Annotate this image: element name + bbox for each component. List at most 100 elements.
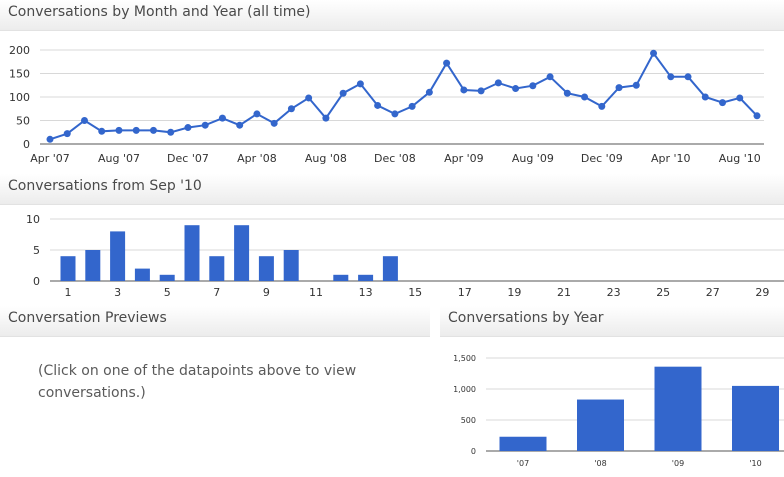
x-tick-label: Apr '08 xyxy=(237,152,277,165)
yearly-bar-chart[interactable]: 0 500 1,000 1,500 '07 '08 '09 '10 xyxy=(440,306,784,477)
bar[interactable] xyxy=(85,250,101,281)
yearly-panel-header xyxy=(440,306,784,337)
bar[interactable] xyxy=(134,268,150,281)
data-point[interactable] xyxy=(719,99,727,107)
data-point[interactable] xyxy=(684,73,692,81)
data-point[interactable] xyxy=(270,119,278,127)
x-tick-label: Dec '09 xyxy=(581,152,623,165)
x-tick-label: 25 xyxy=(656,286,670,299)
data-point[interactable] xyxy=(218,114,226,122)
data-point[interactable] xyxy=(236,121,244,129)
data-point[interactable] xyxy=(701,93,709,101)
data-point[interactable] xyxy=(563,89,571,97)
data-point[interactable] xyxy=(184,124,192,132)
bar[interactable] xyxy=(358,274,374,281)
data-point[interactable] xyxy=(512,85,520,93)
x-tick-label: 21 xyxy=(557,286,571,299)
y-tick-label: 10 xyxy=(26,213,40,226)
y-tick-label: 0 xyxy=(471,447,476,456)
data-point[interactable] xyxy=(443,59,451,67)
daily-panel: Conversations from Sep '10 0 5 10 1 3 5 7 9 11 13… xyxy=(0,174,784,304)
data-point[interactable] xyxy=(753,112,761,120)
previews-panel-header xyxy=(0,306,430,337)
data-point[interactable] xyxy=(167,128,175,136)
y-tick-label: 100 xyxy=(9,91,30,104)
data-point[interactable] xyxy=(201,121,209,129)
x-tick-label: '08 xyxy=(594,459,606,468)
bar[interactable] xyxy=(258,256,274,281)
data-point[interactable] xyxy=(374,101,382,109)
x-tick-label: 11 xyxy=(309,286,323,299)
data-point[interactable] xyxy=(339,89,347,97)
x-tick-label: '10 xyxy=(749,459,761,468)
x-tick-label: 13 xyxy=(359,286,373,299)
x-tick-label: Dec '08 xyxy=(374,152,416,165)
bar[interactable] xyxy=(732,385,779,451)
bar[interactable] xyxy=(499,436,547,451)
data-point[interactable] xyxy=(650,49,658,57)
data-point[interactable] xyxy=(63,130,71,138)
data-point[interactable] xyxy=(132,126,140,134)
data-point[interactable] xyxy=(477,87,485,95)
bar[interactable] xyxy=(654,366,702,451)
data-point[interactable] xyxy=(632,81,640,89)
data-point[interactable] xyxy=(287,105,295,113)
data-point[interactable] xyxy=(615,84,623,92)
y-tick-label: 1,500 xyxy=(453,354,476,363)
previews-panel: Conversation Previews xyxy=(0,306,430,477)
data-point[interactable] xyxy=(115,126,123,134)
x-tick-label: 1 xyxy=(65,286,72,299)
data-point[interactable] xyxy=(460,86,468,94)
x-tick-label: 5 xyxy=(164,286,171,299)
bar[interactable] xyxy=(209,256,225,281)
yearly-chart-title: Conversations by Year xyxy=(448,310,604,326)
data-point[interactable] xyxy=(391,110,399,118)
data-point[interactable] xyxy=(46,135,54,143)
data-point[interactable] xyxy=(736,94,744,102)
x-tick-label: Aug '10 xyxy=(719,152,761,165)
x-tick-label: 15 xyxy=(408,286,422,299)
data-point[interactable] xyxy=(598,102,606,110)
bar[interactable] xyxy=(110,231,126,281)
previews-title: Conversation Previews xyxy=(8,310,167,326)
monthly-line-chart[interactable]: 0 50 100 150 200 Apr '07 Aug '07 Dec '07 Apr '08… xyxy=(0,0,784,172)
data-point[interactable] xyxy=(356,80,364,88)
data-point[interactable] xyxy=(494,79,502,87)
y-tick-label: 1,000 xyxy=(453,385,476,394)
data-point[interactable] xyxy=(425,88,433,96)
bar[interactable] xyxy=(159,274,175,281)
yearly-panel: Conversations by Year 0 500 1,000 1,500 '07 '… xyxy=(440,306,784,477)
series-line xyxy=(49,51,758,141)
data-point[interactable] xyxy=(667,73,675,81)
bar[interactable] xyxy=(577,399,624,451)
x-tick-label: '09 xyxy=(672,459,684,468)
data-point[interactable] xyxy=(322,114,330,122)
data-point[interactable] xyxy=(305,94,313,102)
x-tick-label: 3 xyxy=(114,286,121,299)
previews-hint: (Click on one of the datapoints above to… xyxy=(38,363,357,401)
bar[interactable] xyxy=(382,256,398,281)
monthly-chart-title: Conversations by Month and Year (all tim… xyxy=(8,4,311,20)
data-point[interactable] xyxy=(546,73,554,81)
bar[interactable] xyxy=(60,256,76,281)
x-tick-label: 7 xyxy=(213,286,220,299)
data-point[interactable] xyxy=(253,110,261,118)
bar[interactable] xyxy=(234,225,250,281)
monthly-panel-header xyxy=(0,0,784,31)
x-tick-label: Apr '07 xyxy=(30,152,70,165)
x-tick-label: 19 xyxy=(507,286,521,299)
bar[interactable] xyxy=(184,225,200,281)
data-point[interactable] xyxy=(408,102,416,110)
data-point[interactable] xyxy=(98,127,106,135)
y-tick-label: 0 xyxy=(23,138,30,151)
x-tick-label: 27 xyxy=(706,286,720,299)
data-point[interactable] xyxy=(149,126,157,134)
bar[interactable] xyxy=(283,250,299,281)
x-tick-label: 23 xyxy=(607,286,621,299)
data-point[interactable] xyxy=(529,82,537,90)
data-point[interactable] xyxy=(80,117,88,124)
data-point[interactable] xyxy=(581,93,589,101)
bar[interactable] xyxy=(333,274,349,281)
y-tick-label: 500 xyxy=(461,416,476,425)
